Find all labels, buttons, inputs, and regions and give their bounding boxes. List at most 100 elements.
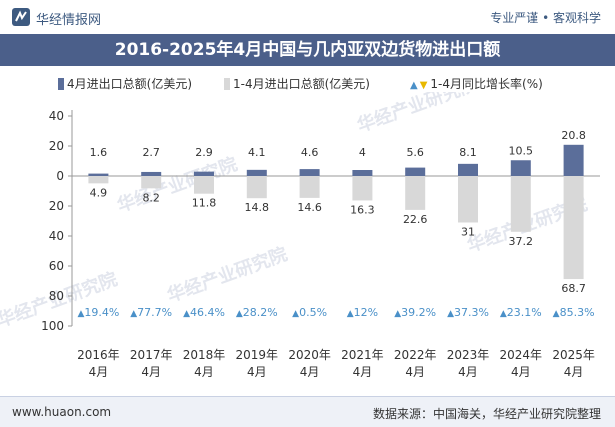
x-tick-label-month: 4月 — [353, 365, 373, 379]
data-label-monthly: 4.1 — [248, 146, 266, 159]
slogan: 专业严谨 • 客观科学 — [490, 11, 601, 25]
x-tick-label-year: 2017年 — [130, 348, 173, 362]
data-label-cumulative: 68.7 — [561, 282, 586, 295]
x-tick-label-month: 4月 — [564, 365, 584, 379]
legend-label-cumulative: 1-4月进出口总额(亿美元) — [233, 77, 370, 91]
bar-monthly — [299, 169, 320, 176]
growth-rate-label: ▲28.2% — [236, 306, 278, 319]
legend-up-triangle-icon: ▲ — [410, 80, 418, 91]
bar-cumulative — [563, 176, 584, 280]
y-tick-label: 20 — [49, 139, 64, 153]
bar-cumulative — [88, 176, 109, 184]
y-tick-label: 40 — [49, 109, 64, 123]
footer-site: www.huaon.com — [12, 405, 112, 419]
data-label-monthly: 2.7 — [142, 146, 160, 159]
bar-cumulative — [299, 176, 320, 198]
watermark-1: 华经产业研究院 — [354, 92, 480, 137]
data-label-cumulative: 14.6 — [297, 201, 322, 214]
x-tick-label-month: 4月 — [247, 365, 267, 379]
legend: 4月进出口总额(亿美元) 1-4月进出口总额(亿美元) ▲ ▼ 1-4月同比增长率(… — [0, 72, 615, 92]
huajing-logo-icon — [12, 8, 30, 26]
y-tick-label: 80 — [49, 289, 64, 303]
bar-monthly — [141, 171, 162, 176]
footer: www.huaon.com 数据来源：中国海关，华经产业研究院整理 — [0, 396, 615, 427]
legend-item-monthly: 4月进出口总额(亿美元) — [58, 75, 192, 92]
data-label-monthly: 10.5 — [509, 144, 534, 157]
growth-rate-label: ▲37.3% — [447, 306, 489, 319]
bar-cumulative — [246, 176, 267, 199]
bar-cumulative — [405, 176, 426, 210]
x-tick-label-month: 4月 — [511, 365, 531, 379]
bar-cumulative — [510, 176, 531, 232]
x-tick-label-year: 2024年 — [500, 348, 543, 362]
chart-title: 2016-2025年4月中国与几内亚双边货物进出口额 — [0, 34, 615, 66]
x-tick-label-year: 2021年 — [341, 348, 384, 362]
y-tick-label: 0 — [56, 169, 64, 183]
bar-monthly — [352, 170, 373, 176]
bar-cumulative — [194, 176, 214, 194]
data-label-cumulative: 37.2 — [509, 235, 534, 248]
data-label-monthly: 1.6 — [90, 146, 108, 159]
growth-rate-label: ▲0.5% — [292, 306, 327, 319]
bar-monthly — [194, 171, 214, 176]
y-tick-label: 20 — [49, 199, 64, 213]
legend-swatch-monthly — [58, 78, 64, 90]
data-label-monthly: 20.8 — [561, 129, 586, 142]
watermark-3: 华经产业研究院 — [164, 243, 290, 307]
legend-label-growth: 1-4月同比增长率(%) — [430, 77, 543, 91]
bar-monthly — [246, 169, 267, 176]
watermark-0: 华经产业研究院 — [114, 153, 240, 217]
x-tick-label-year: 2023年 — [447, 348, 490, 362]
x-tick-label-month: 4月 — [89, 365, 109, 379]
bar-monthly — [88, 173, 109, 176]
x-tick-label-year: 2018年 — [183, 348, 226, 362]
growth-rate-label: ▲77.7% — [130, 306, 172, 319]
bar-cumulative — [141, 176, 162, 189]
x-tick-label-year: 2019年 — [236, 348, 279, 362]
growth-rate-label: ▲46.4% — [183, 306, 225, 319]
data-label-monthly: 4 — [359, 146, 366, 159]
chart-canvas: 华经产业研究院华经产业研究院华经产业研究院华经产业研究院华经产业研究院40200… — [0, 92, 600, 379]
data-label-monthly: 8.1 — [459, 146, 477, 159]
data-label-cumulative: 8.2 — [142, 191, 160, 204]
data-label-monthly: 4.6 — [301, 146, 319, 159]
legend-item-cumulative: 1-4月进出口总额(亿美元) — [224, 75, 370, 92]
x-tick-label-year: 2022年 — [394, 348, 437, 362]
data-label-cumulative: 4.9 — [90, 186, 108, 199]
data-label-cumulative: 31 — [461, 226, 475, 239]
x-tick-label-year: 2025年 — [552, 348, 595, 362]
growth-rate-label: ▲19.4% — [77, 306, 119, 319]
legend-swatch-cumulative — [224, 78, 230, 90]
growth-rate-label: ▲39.2% — [394, 306, 436, 319]
data-label-cumulative: 16.3 — [350, 203, 375, 216]
legend-label-monthly: 4月进出口总额(亿美元) — [67, 77, 192, 91]
bar-monthly — [458, 163, 478, 176]
growth-rate-label: ▲23.1% — [500, 306, 542, 319]
x-tick-label-month: 4月 — [300, 365, 320, 379]
x-tick-label-month: 4月 — [141, 365, 161, 379]
bar-monthly — [510, 160, 531, 176]
x-tick-label-year: 2020年 — [288, 348, 331, 362]
x-tick-label-year: 2016年 — [77, 348, 120, 362]
y-tick-label: 60 — [49, 259, 64, 273]
data-label-cumulative: 14.8 — [245, 201, 270, 214]
brand-name: 华经情报网 — [36, 13, 102, 28]
bar-monthly — [563, 144, 584, 176]
x-tick-label-month: 4月 — [405, 365, 425, 379]
legend-down-triangle-icon: ▼ — [419, 80, 428, 91]
bar-cumulative — [458, 176, 478, 223]
data-label-monthly: 5.6 — [406, 146, 424, 159]
x-tick-label-month: 4月 — [458, 365, 478, 379]
bar-cumulative — [352, 176, 373, 201]
top-bar: 华经情报网 专业严谨 • 客观科学 — [0, 0, 615, 34]
footer-source: 数据来源：中国海关，华经产业研究院整理 — [372, 407, 601, 421]
data-label-cumulative: 22.6 — [403, 213, 428, 226]
y-tick-label: 100 — [41, 319, 64, 333]
y-tick-label: 40 — [49, 229, 64, 243]
growth-rate-label: ▲12% — [347, 306, 378, 319]
bar-monthly — [405, 167, 426, 176]
data-label-cumulative: 11.8 — [192, 197, 217, 210]
growth-rate-label: ▲85.3% — [553, 306, 595, 319]
x-tick-label-month: 4月 — [194, 365, 214, 379]
